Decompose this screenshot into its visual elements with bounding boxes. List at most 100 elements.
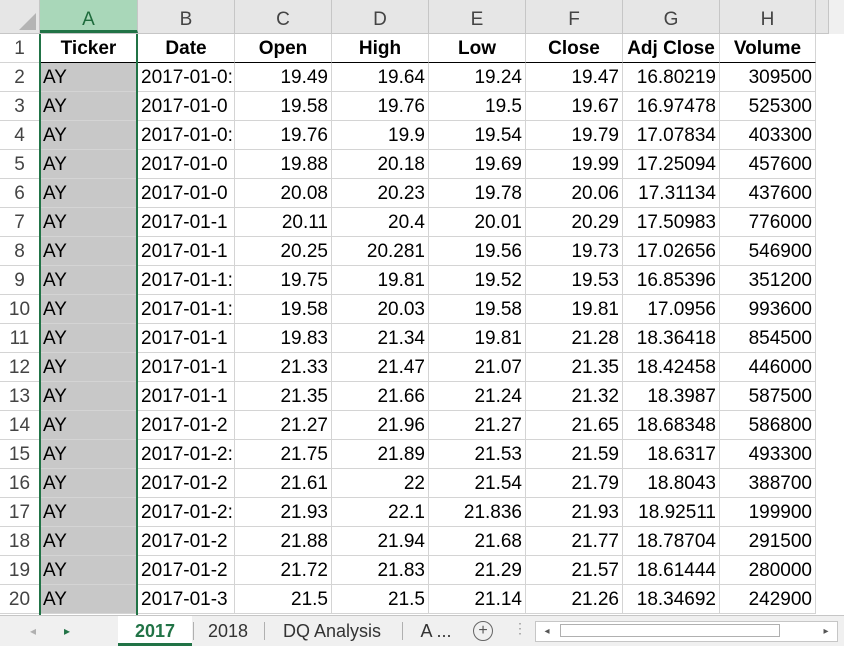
table-cell[interactable]: 291500 — [720, 527, 816, 556]
table-cell[interactable]: AY — [40, 295, 138, 324]
table-cell[interactable]: 21.5 — [332, 585, 429, 614]
row-header-13[interactable]: 13 — [0, 382, 40, 411]
table-cell[interactable]: 20.281 — [332, 237, 429, 266]
table-cell[interactable]: AY — [40, 353, 138, 382]
table-cell[interactable]: 20.08 — [235, 179, 332, 208]
row-header-11[interactable]: 11 — [0, 324, 40, 353]
table-cell[interactable]: 525300 — [720, 92, 816, 121]
table-cell[interactable]: 20.03 — [332, 295, 429, 324]
table-cell[interactable]: 20.18 — [332, 150, 429, 179]
tab-2018[interactable]: 2018 — [207, 621, 249, 641]
table-cell[interactable]: 21.79 — [526, 469, 623, 498]
table-cell[interactable]: 19.5 — [429, 92, 526, 121]
table-cell[interactable]: 19.81 — [526, 295, 623, 324]
header-cell[interactable]: Open — [235, 34, 332, 63]
table-cell[interactable]: 17.07834 — [623, 121, 720, 150]
row-header-8[interactable]: 8 — [0, 237, 40, 266]
table-cell[interactable]: AY — [40, 498, 138, 527]
table-cell[interactable]: AY — [40, 382, 138, 411]
table-cell[interactable]: 2017-01-0 — [138, 92, 235, 121]
table-cell[interactable]: AY — [40, 527, 138, 556]
table-cell[interactable]: 20.11 — [235, 208, 332, 237]
table-cell[interactable]: 17.0956 — [623, 295, 720, 324]
table-cell[interactable]: 2017-01-2 — [138, 556, 235, 585]
row-header-1[interactable]: 1 — [0, 34, 40, 63]
row-header-16[interactable]: 16 — [0, 469, 40, 498]
column-header-d[interactable]: D — [332, 0, 429, 33]
table-cell[interactable]: 22.1 — [332, 498, 429, 527]
scroll-right-icon[interactable]: ▸ — [823, 626, 829, 637]
table-cell[interactable]: 2017-01-2: — [138, 440, 235, 469]
table-cell[interactable]: 19.24 — [429, 63, 526, 92]
table-cell[interactable]: 2017-01-1 — [138, 208, 235, 237]
table-cell[interactable]: 403300 — [720, 121, 816, 150]
table-cell[interactable]: 21.33 — [235, 353, 332, 382]
table-cell[interactable]: 18.34692 — [623, 585, 720, 614]
table-cell[interactable]: 2017-01-0 — [138, 150, 235, 179]
table-cell[interactable]: 18.92511 — [623, 498, 720, 527]
table-cell[interactable]: AY — [40, 237, 138, 266]
table-cell[interactable]: 19.49 — [235, 63, 332, 92]
table-cell[interactable]: 21.32 — [526, 382, 623, 411]
tab-dq-analysis[interactable]: DQ Analysis — [282, 621, 382, 641]
table-cell[interactable]: 2017-01-1 — [138, 324, 235, 353]
table-cell[interactable]: 457600 — [720, 150, 816, 179]
tab-2017[interactable]: 2017 — [118, 616, 192, 646]
row-header-12[interactable]: 12 — [0, 353, 40, 382]
table-cell[interactable]: 21.65 — [526, 411, 623, 440]
table-cell[interactable]: 2017-01-2 — [138, 411, 235, 440]
table-cell[interactable]: 20.23 — [332, 179, 429, 208]
table-cell[interactable]: 19.52 — [429, 266, 526, 295]
table-cell[interactable]: 2017-01-1 — [138, 382, 235, 411]
next-sheet-arrow-icon[interactable]: ▸ — [63, 624, 71, 638]
header-cell[interactable]: Low — [429, 34, 526, 63]
table-cell[interactable]: 21.5 — [235, 585, 332, 614]
header-cell[interactable]: Date — [138, 34, 235, 63]
table-cell[interactable]: 493300 — [720, 440, 816, 469]
scroll-left-icon[interactable]: ◂ — [544, 626, 550, 637]
table-cell[interactable]: 19.73 — [526, 237, 623, 266]
header-cell[interactable]: Ticker — [40, 34, 138, 63]
table-cell[interactable]: AY — [40, 208, 138, 237]
header-cell[interactable]: Volume — [720, 34, 816, 63]
table-cell[interactable]: 20.4 — [332, 208, 429, 237]
table-cell[interactable]: 19.76 — [235, 121, 332, 150]
row-header-10[interactable]: 10 — [0, 295, 40, 324]
table-cell[interactable]: 776000 — [720, 208, 816, 237]
table-cell[interactable]: 19.81 — [332, 266, 429, 295]
column-header-g[interactable]: G — [623, 0, 720, 33]
table-cell[interactable]: 19.64 — [332, 63, 429, 92]
table-cell[interactable]: 309500 — [720, 63, 816, 92]
table-cell[interactable]: AY — [40, 179, 138, 208]
table-cell[interactable]: 586800 — [720, 411, 816, 440]
table-cell[interactable]: 21.93 — [526, 498, 623, 527]
row-header-3[interactable]: 3 — [0, 92, 40, 121]
table-cell[interactable]: 21.24 — [429, 382, 526, 411]
header-cell[interactable]: Close — [526, 34, 623, 63]
table-cell[interactable]: 21.89 — [332, 440, 429, 469]
table-cell[interactable]: 587500 — [720, 382, 816, 411]
table-cell[interactable]: 20.29 — [526, 208, 623, 237]
row-header-20[interactable]: 20 — [0, 585, 40, 614]
table-cell[interactable]: 2017-01-1: — [138, 266, 235, 295]
table-cell[interactable]: 2017-01-1: — [138, 295, 235, 324]
table-cell[interactable]: 16.80219 — [623, 63, 720, 92]
column-header-f[interactable]: F — [526, 0, 623, 33]
table-cell[interactable]: 21.59 — [526, 440, 623, 469]
table-cell[interactable]: 2017-01-2 — [138, 527, 235, 556]
select-all-button[interactable] — [0, 0, 40, 34]
table-cell[interactable]: 19.53 — [526, 266, 623, 295]
table-cell[interactable]: 18.36418 — [623, 324, 720, 353]
table-cell[interactable]: AY — [40, 63, 138, 92]
row-header-5[interactable]: 5 — [0, 150, 40, 179]
table-cell[interactable]: 21.83 — [332, 556, 429, 585]
tab-more-sheets[interactable]: A ... — [420, 621, 452, 641]
table-cell[interactable]: 21.34 — [332, 324, 429, 353]
table-cell[interactable]: 21.88 — [235, 527, 332, 556]
table-cell[interactable]: 17.31134 — [623, 179, 720, 208]
table-cell[interactable]: 20.25 — [235, 237, 332, 266]
table-cell[interactable]: 21.47 — [332, 353, 429, 382]
table-cell[interactable]: 21.53 — [429, 440, 526, 469]
table-cell[interactable]: 20.06 — [526, 179, 623, 208]
table-cell[interactable]: 19.58 — [235, 295, 332, 324]
